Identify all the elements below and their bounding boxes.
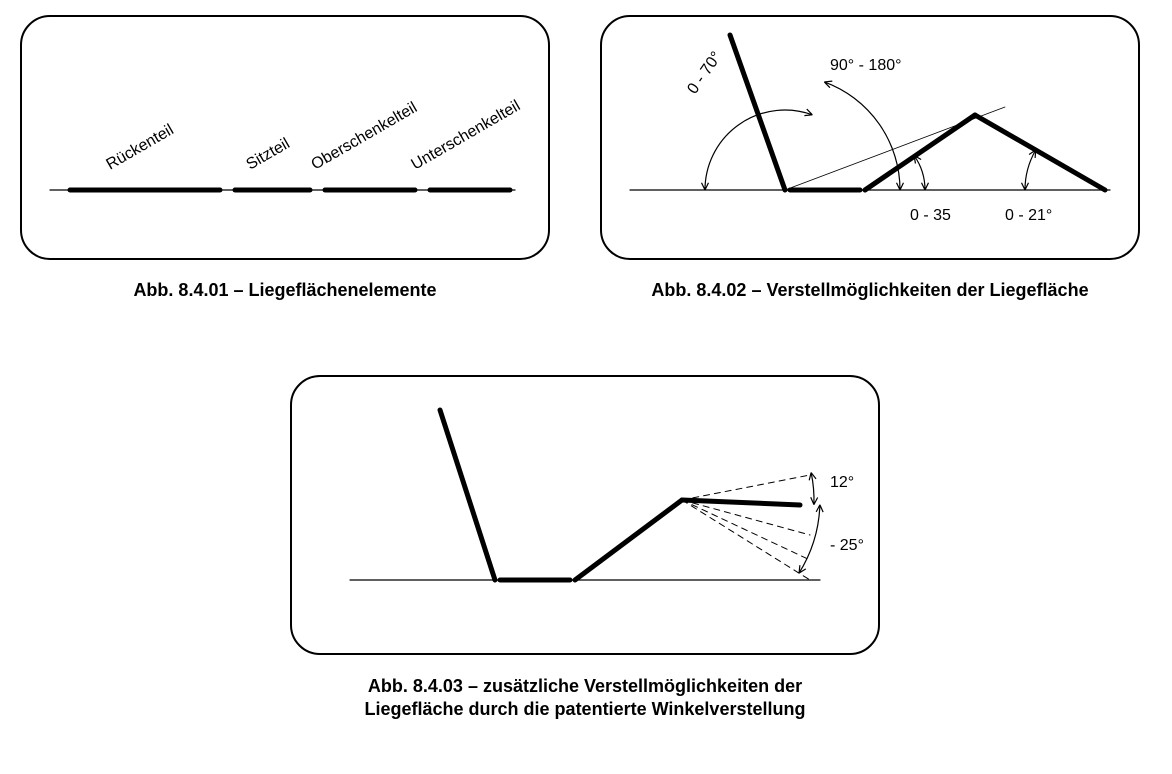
svg-text:0 - 35: 0 - 35: [910, 207, 951, 224]
svg-text:90° - 180°: 90° - 180°: [830, 57, 902, 74]
fig3-svg: 12° - 25°: [290, 375, 880, 655]
svg-text:0 - 70°: 0 - 70°: [684, 49, 725, 98]
page: Rückenteil Sitzteil OberschenkelteilUnters…: [0, 0, 1172, 774]
fig2-caption: Abb. 8.4.02 – Verstellmöglichkeiten der …: [570, 280, 1170, 301]
svg-text:Oberschenkelteil: Oberschenkelteil: [309, 99, 421, 173]
fig1-svg: Rückenteil Sitzteil OberschenkelteilUnters…: [20, 15, 550, 260]
svg-text:Rückenteil: Rückenteil: [104, 121, 177, 173]
fig1-caption: Abb. 8.4.01 – Liegeflächenelemente: [20, 280, 550, 301]
svg-text:Unterschenkelteil: Unterschenkelteil: [409, 97, 524, 173]
svg-text:12°: 12°: [830, 474, 854, 491]
fig3-caption: Abb. 8.4.03 – zusätzliche Verstellmöglic…: [290, 675, 880, 722]
svg-text:0 - 21°: 0 - 21°: [1005, 207, 1052, 224]
fig2-svg: 0 - 70° 90° - 180° 0 - 35 0 - 21°: [600, 15, 1140, 260]
svg-text:- 25°: - 25°: [830, 537, 864, 554]
svg-text:Sitzteil: Sitzteil: [244, 135, 293, 173]
